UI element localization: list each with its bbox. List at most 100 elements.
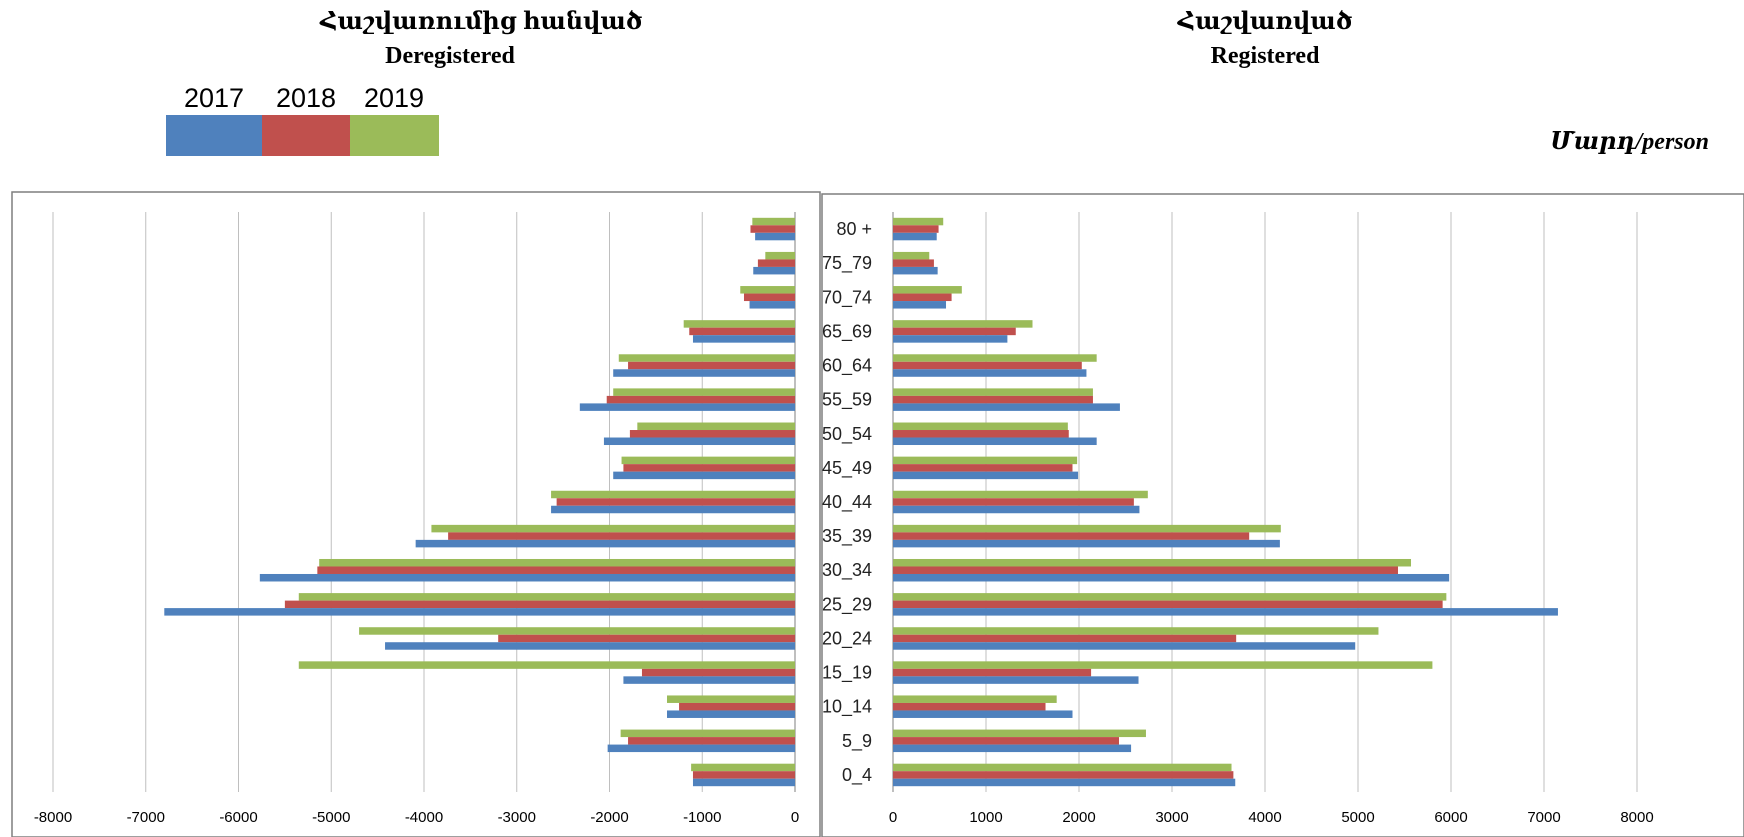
bar-2017-10_14 xyxy=(667,710,795,718)
bar-2017-75_79 xyxy=(893,266,938,275)
bar-2019-35_39 xyxy=(431,524,795,533)
x-tick-label: -6000 xyxy=(219,809,257,826)
bar-2019-25_29 xyxy=(298,593,795,601)
x-tick-label: -5000 xyxy=(312,809,350,826)
bar-2017-40_44 xyxy=(893,505,1140,514)
bar-2018-65_69 xyxy=(893,327,1016,336)
bar-2019-70_74 xyxy=(740,286,795,294)
bar-2019-40_44 xyxy=(551,490,795,499)
bar-2019-10_14 xyxy=(893,695,1057,703)
bar-2018-70_74 xyxy=(743,293,795,302)
legend-swatch-2017 xyxy=(166,115,262,156)
bar-2017-20_24 xyxy=(893,642,1356,650)
age-group-label: 10_14 xyxy=(822,697,872,718)
x-tick-label: 7000 xyxy=(1527,809,1560,826)
bar-2018-15_19 xyxy=(641,668,795,677)
age-group-label: 15_19 xyxy=(822,663,872,684)
deregistered-plot-frame xyxy=(11,191,821,837)
bar-2019-35_39 xyxy=(893,524,1281,533)
x-tick-label: -2000 xyxy=(590,809,628,826)
age-group-label: 70_74 xyxy=(822,287,872,308)
deregistered-title-english: Deregistered xyxy=(385,43,515,69)
bar-2019-60_64 xyxy=(893,354,1097,362)
bar-2017-5_9 xyxy=(893,744,1132,753)
bar-2018-0_4 xyxy=(893,771,1234,779)
bar-2018-75_79 xyxy=(893,259,934,267)
bar-2019-55_59 xyxy=(613,388,795,396)
bar-2019-30_34 xyxy=(319,558,795,567)
bar-2018-15_19 xyxy=(893,668,1092,677)
bar-2017-0_4 xyxy=(692,778,795,787)
registered-title-armenian: Հաշվառված xyxy=(1177,9,1353,35)
age-group-label: 60_64 xyxy=(822,356,872,377)
bar-2018-5_9 xyxy=(628,737,795,745)
x-tick-label: -8000 xyxy=(34,809,72,826)
bar-2019-15_19 xyxy=(298,661,795,669)
x-tick-label: 1000 xyxy=(969,809,1002,826)
bar-2018-10_14 xyxy=(679,702,795,711)
bar-2018-25_29 xyxy=(284,600,795,609)
bar-2019-60_64 xyxy=(618,354,795,362)
bar-2018-70_74 xyxy=(893,293,952,302)
bar-2019-30_34 xyxy=(893,558,1412,567)
bar-2018-80+ xyxy=(893,225,939,233)
legend-label-2018: 2018 xyxy=(276,83,337,113)
age-group-label: 0_4 xyxy=(842,765,872,786)
age-group-label: 5_9 xyxy=(842,731,872,752)
bar-2018-50_54 xyxy=(893,430,1069,438)
bar-2019-20_24 xyxy=(893,627,1379,635)
bar-2017-55_59 xyxy=(579,403,795,411)
legend-label-2017: 2017 xyxy=(184,83,245,113)
bar-2019-5_9 xyxy=(893,729,1146,738)
registered-chart-title: Հաշվառված Registered xyxy=(1150,5,1380,73)
bar-2017-60_64 xyxy=(613,369,795,377)
bar-2017-25_29 xyxy=(164,608,796,616)
bar-2018-30_34 xyxy=(317,566,795,574)
age-group-label: 25_29 xyxy=(822,594,872,615)
bar-2019-55_59 xyxy=(893,388,1093,396)
bar-2017-80+ xyxy=(755,232,795,241)
legend-swatch-2019 xyxy=(350,115,439,156)
bar-2017-65_69 xyxy=(692,335,795,343)
bar-2019-40_44 xyxy=(893,490,1148,499)
bar-2019-70_74 xyxy=(893,286,962,294)
x-tick-label: -1000 xyxy=(683,809,721,826)
bar-2019-0_4 xyxy=(691,763,795,772)
age-group-label: 35_39 xyxy=(822,526,872,547)
age-group-label: 20_24 xyxy=(822,628,872,649)
bar-2019-20_24 xyxy=(359,627,795,635)
bar-2017-40_44 xyxy=(551,505,795,514)
bar-2019-65_69 xyxy=(683,320,795,328)
x-tick-label: 8000 xyxy=(1620,809,1653,826)
bar-2018-35_39 xyxy=(893,532,1250,540)
bar-2017-80+ xyxy=(893,232,937,241)
bar-2017-45_49 xyxy=(613,471,795,480)
age-group-label: 40_44 xyxy=(822,492,872,513)
age-group-label: 80 + xyxy=(836,219,872,239)
bar-2017-35_39 xyxy=(893,539,1280,548)
bar-2018-45_49 xyxy=(623,464,795,472)
bar-2017-75_79 xyxy=(753,266,795,275)
bar-2018-40_44 xyxy=(893,498,1134,506)
bar-2017-15_19 xyxy=(623,676,795,684)
bar-2019-80+ xyxy=(752,217,795,226)
bar-2018-75_79 xyxy=(757,259,795,267)
bar-2017-50_54 xyxy=(893,437,1097,446)
x-tick-label: 6000 xyxy=(1434,809,1467,826)
age-group-label: 75_79 xyxy=(822,253,872,274)
bar-2018-30_34 xyxy=(893,566,1398,574)
bar-2017-70_74 xyxy=(749,301,795,309)
x-tick-label: -7000 xyxy=(127,809,165,826)
bar-2019-45_49 xyxy=(621,456,795,465)
bar-2018-55_59 xyxy=(893,395,1093,404)
bar-2018-40_44 xyxy=(556,498,795,506)
bar-2019-25_29 xyxy=(893,593,1447,601)
bar-2017-60_64 xyxy=(893,369,1087,377)
bar-2019-50_54 xyxy=(893,422,1068,431)
x-tick-label: 4000 xyxy=(1248,809,1281,826)
bar-2018-65_69 xyxy=(689,327,795,336)
x-tick-label: -3000 xyxy=(498,809,536,826)
bar-2019-65_69 xyxy=(893,320,1033,328)
age-group-label: 30_34 xyxy=(822,560,872,581)
